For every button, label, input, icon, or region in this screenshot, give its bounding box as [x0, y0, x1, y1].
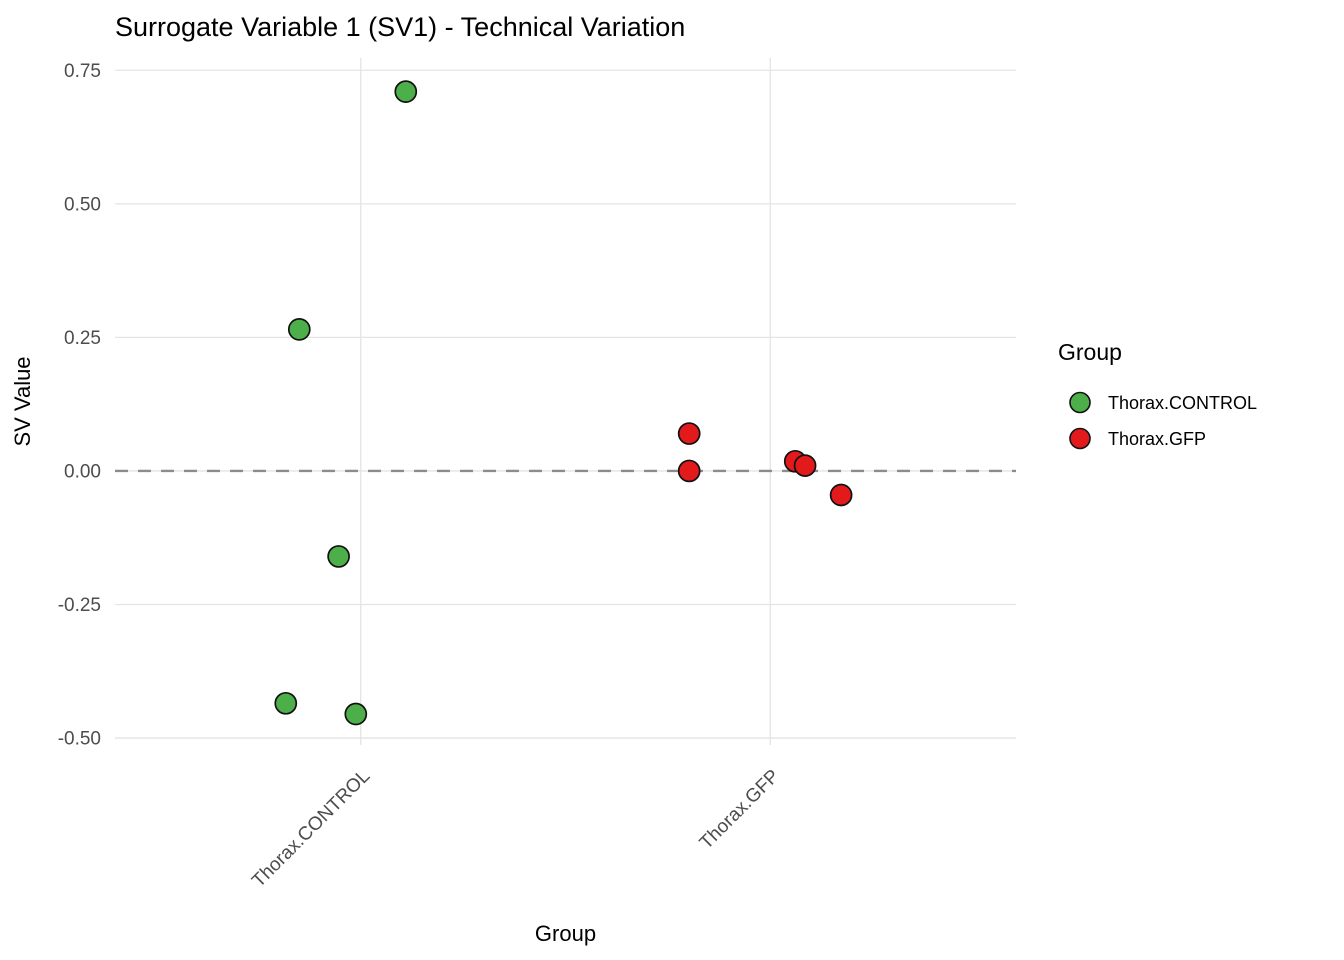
data-point-thorax-control — [394, 80, 418, 104]
legend-label: Thorax.GFP — [1108, 429, 1206, 449]
data-point-thorax-control — [344, 702, 368, 726]
data-point-thorax-gfp — [677, 422, 701, 445]
data-point-thorax-gfp — [829, 483, 853, 507]
legend-label: Thorax.CONTROL — [1108, 393, 1257, 413]
data-point-thorax-gfp — [793, 454, 817, 477]
y-axis-tick-label: 0.00 — [64, 461, 101, 482]
data-point-thorax-control — [327, 545, 350, 568]
y-axis-tick-label: 0.50 — [64, 194, 101, 215]
legend-swatch-thorax-control — [1069, 391, 1091, 414]
y-axis-tick-label: 0.25 — [64, 328, 101, 349]
y-axis-tick-label: -0.25 — [58, 595, 101, 616]
chart-title: Surrogate Variable 1 (SV1) - Technical V… — [115, 12, 685, 42]
x-axis-title: Group — [535, 921, 596, 946]
data-point-thorax-control — [287, 318, 311, 341]
y-axis-tick-label: -0.50 — [58, 729, 101, 750]
data-point-thorax-control — [274, 691, 298, 715]
legend-title: Group — [1058, 339, 1122, 365]
data-point-thorax-gfp — [677, 459, 701, 483]
y-axis-title: SV Value — [10, 356, 35, 446]
y-axis-tick-label: 0.75 — [64, 61, 101, 82]
legend-swatch-thorax-gfp — [1069, 427, 1091, 450]
